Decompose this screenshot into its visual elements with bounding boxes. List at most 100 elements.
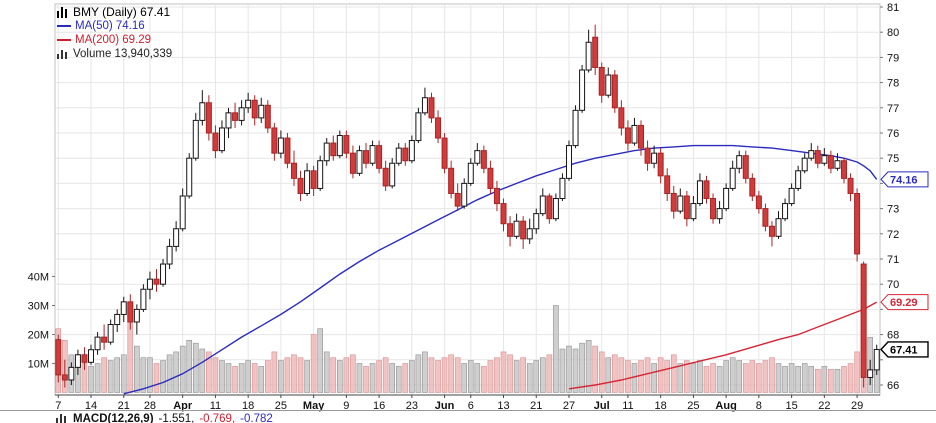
candle-body: [821, 155, 828, 164]
volume-bar: [173, 351, 179, 393]
volume-bar: [494, 357, 500, 393]
date-axis-label: 25: [687, 400, 699, 412]
candle-body: [454, 192, 461, 207]
volume-bar: [101, 357, 107, 393]
candle-body: [520, 220, 527, 240]
candle-body: [716, 208, 723, 220]
price-axis-label: 78: [887, 78, 899, 90]
candle-body: [664, 175, 671, 194]
volume-bar: [716, 366, 723, 393]
volume-bar: [317, 328, 323, 393]
candle-body: [618, 107, 625, 129]
candle-body: [192, 119, 199, 159]
volume-bar: [546, 354, 553, 393]
candle-body: [801, 157, 808, 172]
price-axis-label: 72: [887, 229, 899, 241]
candle-body: [284, 137, 291, 164]
volume-legend-row: Volume 13,940,339: [57, 47, 172, 61]
candle-body: [232, 112, 239, 121]
volume-bar: [670, 354, 677, 393]
candle-body: [160, 263, 167, 285]
candle-body: [107, 324, 114, 343]
candle-body: [814, 150, 821, 164]
volume-bar: [448, 354, 454, 393]
candle-body: [81, 354, 88, 363]
date-axis-label: 9: [343, 400, 349, 412]
volume-bar: [756, 363, 762, 393]
date-axis-label: 18: [242, 400, 254, 412]
candle-body: [74, 354, 81, 368]
volume-bar: [291, 354, 297, 393]
candle-body: [271, 127, 278, 154]
candle-body: [304, 170, 311, 194]
candle-body: [212, 132, 219, 152]
volume-bar: [801, 363, 808, 393]
candle-body: [827, 155, 834, 169]
date-axis-label: 13: [497, 400, 509, 412]
candle-body: [68, 366, 75, 381]
volume-bar: [736, 360, 743, 393]
candle-body: [205, 102, 212, 134]
date-axis-label: 28: [144, 400, 156, 412]
volume-bar: [337, 360, 343, 393]
candle-body: [611, 74, 618, 109]
candle-body: [238, 107, 245, 121]
volume-bar: [526, 363, 533, 393]
candle-body: [186, 157, 193, 197]
date-axis-label: 21: [118, 400, 130, 412]
panel-divider: [0, 410, 936, 411]
candle-body: [199, 102, 206, 121]
candle-body: [101, 336, 108, 343]
volume-bar: [94, 363, 101, 393]
candle-body: [729, 167, 736, 189]
candle-body: [539, 195, 546, 215]
volume-bar: [788, 363, 795, 393]
volume-bar: [520, 357, 526, 393]
candle-body: [140, 288, 147, 310]
candle-body: [624, 127, 631, 144]
candle-body: [441, 137, 448, 169]
volume-axis-label: 20M: [28, 330, 49, 342]
volume-bar: [533, 360, 540, 393]
candle-body: [755, 195, 762, 210]
ma50-line: [123, 144, 878, 395]
candle-body: [847, 177, 854, 194]
volume-bar: [775, 363, 782, 393]
volume-bar: [762, 360, 769, 393]
volume-bar: [330, 357, 337, 393]
candle-body: [585, 41, 592, 71]
price-axis-label: 71: [887, 254, 899, 266]
candle-body: [349, 152, 356, 174]
volume-bar: [428, 357, 435, 393]
price-tag-box-67.41: [880, 341, 929, 358]
candle-body: [330, 142, 337, 157]
volume-bar: [160, 360, 166, 393]
volume-bar: [697, 360, 703, 393]
volume-bar: [376, 360, 382, 393]
volume-bar: [579, 342, 585, 393]
candle-body: [742, 155, 749, 179]
volume-bar: [481, 366, 487, 393]
volume-bar: [422, 351, 428, 393]
candle-body: [749, 177, 756, 197]
candle-body: [834, 160, 841, 169]
candle-body: [88, 349, 95, 363]
volume-bar: [199, 348, 206, 393]
candle-body: [854, 192, 861, 255]
volume-bars-icon: [57, 49, 69, 59]
volume-bar: [284, 357, 291, 393]
volume-bar: [304, 360, 310, 393]
volume-bar: [186, 339, 193, 393]
candle-body: [670, 192, 677, 212]
candle-body: [415, 112, 422, 142]
candle-body: [435, 117, 442, 139]
candle-body: [480, 150, 487, 169]
candle-body: [382, 167, 389, 187]
candle-body: [605, 74, 612, 96]
volume-axis-label: 30M: [28, 301, 49, 313]
price-axis-label: 70: [887, 279, 899, 291]
date-axis-label: Jul: [594, 400, 610, 412]
volume-bar: [409, 360, 415, 393]
volume-bar: [821, 366, 828, 393]
